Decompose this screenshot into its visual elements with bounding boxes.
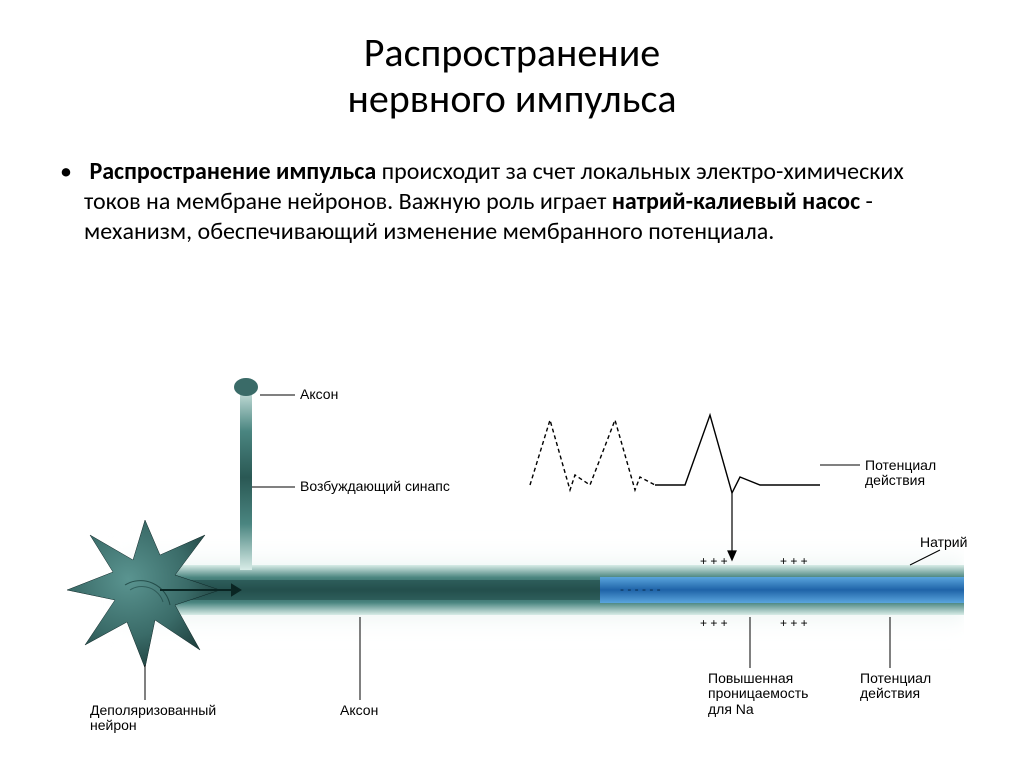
- label-axon-bottom: Аксон: [340, 703, 378, 718]
- neuron-diagram: + + + + + + + + + + + + - - - - - -: [60, 365, 964, 735]
- svg-text:+ + +: + + +: [700, 554, 728, 568]
- slide-title: Распространение нервного импульса: [0, 0, 1024, 122]
- label-exc-synapse: Возбуждающий синапс: [300, 479, 450, 494]
- svg-text:+ + +: + + +: [700, 616, 728, 630]
- bullet-item: Распространение импульса происходит за с…: [60, 157, 964, 247]
- label-ap-bottom: Потенциал действия: [860, 671, 931, 702]
- svg-text:+ + +: + + +: [780, 616, 808, 630]
- label-ap-top: Потенциал действия: [865, 458, 964, 489]
- diagram-svg: + + + + + + + + + + + + - - - - - -: [60, 365, 964, 735]
- label-sodium: Натрий: [920, 535, 967, 550]
- label-axon-top: Аксон: [300, 387, 338, 402]
- title-line1: Распространение: [364, 28, 660, 77]
- bullet-text: Распространение импульса происходит за с…: [0, 122, 1024, 247]
- label-increased-perm: Повышенная проницаемость для Na: [708, 671, 808, 717]
- svg-text:- - - - - -: - - - - - -: [620, 582, 661, 596]
- bullet-bold2: натрий-калиевый насос: [612, 187, 860, 216]
- title-line2: нервного импульса: [347, 74, 676, 123]
- bullet-lead-bold: Распространение импульса: [89, 157, 376, 186]
- label-depol-neuron: Деполяризованный нейрон: [90, 703, 216, 734]
- svg-text:+ + +: + + +: [780, 554, 808, 568]
